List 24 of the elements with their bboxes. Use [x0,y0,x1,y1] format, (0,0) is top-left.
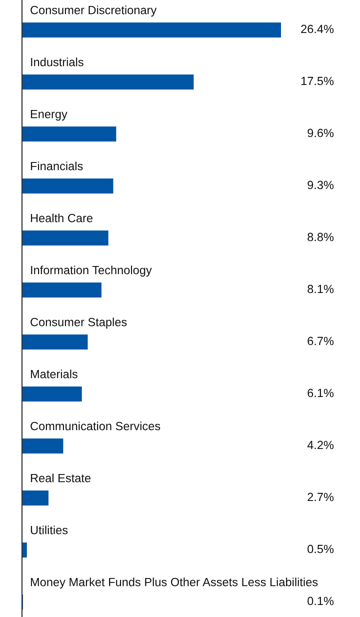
y-tick-label: Communication Services [30,422,160,430]
data-label: 17.5% [301,76,334,86]
data-label: 9.6% [308,128,334,138]
y-tick-label: Materials [30,370,78,378]
data-label: 8.8% [308,232,334,242]
y-tick-label: Real Estate [30,474,91,482]
y-tick-label: Health Care [30,214,92,222]
y-tick-label: Utilities [30,526,68,534]
y-tick-label: Energy [30,110,68,121]
data-label: 0.1% [308,596,334,606]
y-tick-label: Financials [30,162,83,170]
y-tick-label: Consumer Discretionary [30,6,157,17]
data-label: 6.7% [308,336,334,346]
y-tick-label: Consumer Staples [30,318,127,329]
data-label: 2.7% [308,492,334,502]
data-label: 26.4% [301,24,334,34]
y-tick-label: Money Market Funds Plus Other Assets Less Liabilities [30,578,318,589]
data-label: 8.1% [308,284,334,294]
data-label: 0.5% [308,544,334,554]
data-label: 6.1% [308,388,334,398]
data-label: 9.3% [308,180,334,190]
y-tick-label: Industrials [31,58,84,66]
y-tick-label: Information Technology [31,266,152,277]
data-label: 4.2% [307,440,334,450]
